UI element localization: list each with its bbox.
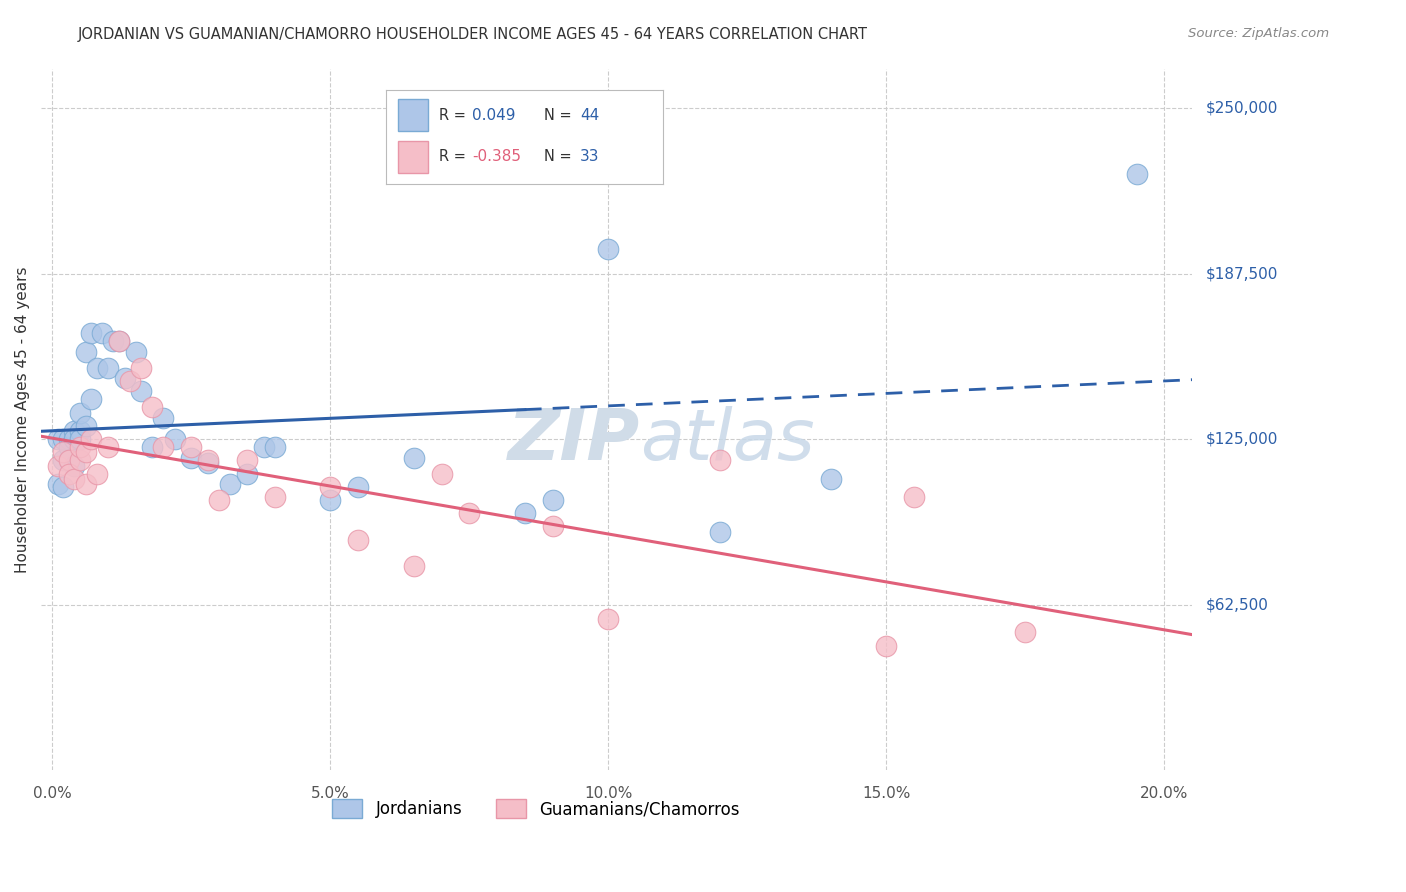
Point xyxy=(58,453,80,467)
Point xyxy=(86,467,108,481)
Point xyxy=(52,453,75,467)
Point xyxy=(129,384,152,399)
Point xyxy=(63,424,86,438)
Point xyxy=(197,453,219,467)
Point xyxy=(124,344,146,359)
Point xyxy=(58,467,80,481)
Point xyxy=(46,458,69,473)
Text: Source: ZipAtlas.com: Source: ZipAtlas.com xyxy=(1188,27,1329,40)
Point xyxy=(80,326,103,341)
Point xyxy=(91,326,114,341)
Point xyxy=(58,453,80,467)
Point xyxy=(430,467,453,481)
Point xyxy=(69,406,91,420)
Point xyxy=(46,477,69,491)
Point xyxy=(63,432,86,446)
Point xyxy=(709,524,731,539)
Point xyxy=(319,480,342,494)
Point xyxy=(75,445,97,459)
Point xyxy=(69,432,91,446)
Point xyxy=(263,440,285,454)
Point xyxy=(52,445,75,459)
Point xyxy=(120,374,142,388)
Point xyxy=(541,519,564,533)
Text: JORDANIAN VS GUAMANIAN/CHAMORRO HOUSEHOLDER INCOME AGES 45 - 64 YEARS CORRELATIO: JORDANIAN VS GUAMANIAN/CHAMORRO HOUSEHOL… xyxy=(77,27,868,42)
Point xyxy=(69,440,91,454)
Point xyxy=(347,480,370,494)
Point xyxy=(208,493,231,508)
Point xyxy=(1014,625,1036,640)
Point xyxy=(97,360,120,375)
Point xyxy=(63,472,86,486)
Point xyxy=(108,334,131,348)
Point xyxy=(52,432,75,446)
Point xyxy=(458,506,481,520)
Point xyxy=(46,432,69,446)
Point xyxy=(141,440,163,454)
Point xyxy=(152,411,174,425)
Text: atlas: atlas xyxy=(640,406,814,475)
Point xyxy=(52,480,75,494)
Point xyxy=(141,401,163,415)
Point xyxy=(114,371,136,385)
Point xyxy=(513,506,536,520)
Text: ZIP: ZIP xyxy=(508,406,640,475)
Point xyxy=(63,458,86,473)
Point xyxy=(75,477,97,491)
Point xyxy=(163,432,186,446)
Point xyxy=(86,360,108,375)
Point xyxy=(1125,168,1147,182)
Point xyxy=(709,453,731,467)
Text: $187,500: $187,500 xyxy=(1206,266,1278,281)
Point xyxy=(75,418,97,433)
Point xyxy=(152,440,174,454)
Point xyxy=(180,440,202,454)
Point xyxy=(263,491,285,505)
Point xyxy=(402,559,425,574)
Text: $250,000: $250,000 xyxy=(1206,101,1278,116)
Point xyxy=(129,360,152,375)
Point xyxy=(236,453,259,467)
Point xyxy=(75,344,97,359)
Point xyxy=(319,493,342,508)
Legend: Jordanians, Guamanians/Chamorros: Jordanians, Guamanians/Chamorros xyxy=(326,793,747,825)
Point xyxy=(180,450,202,465)
Point xyxy=(58,432,80,446)
Text: $125,000: $125,000 xyxy=(1206,432,1278,447)
Point xyxy=(252,440,274,454)
Point xyxy=(103,334,125,348)
Point xyxy=(820,472,842,486)
Point xyxy=(69,424,91,438)
Point xyxy=(236,467,259,481)
Point xyxy=(903,491,925,505)
Point xyxy=(347,533,370,547)
Point xyxy=(541,493,564,508)
Point xyxy=(598,612,620,626)
Point xyxy=(58,440,80,454)
Y-axis label: Householder Income Ages 45 - 64 years: Householder Income Ages 45 - 64 years xyxy=(15,266,30,573)
Point xyxy=(197,456,219,470)
Point xyxy=(875,639,897,653)
Text: $62,500: $62,500 xyxy=(1206,597,1270,612)
Point xyxy=(80,392,103,407)
Point xyxy=(402,450,425,465)
Point xyxy=(80,432,103,446)
Point xyxy=(69,453,91,467)
Point xyxy=(97,440,120,454)
Point xyxy=(108,334,131,348)
Point xyxy=(598,242,620,256)
Point xyxy=(219,477,242,491)
